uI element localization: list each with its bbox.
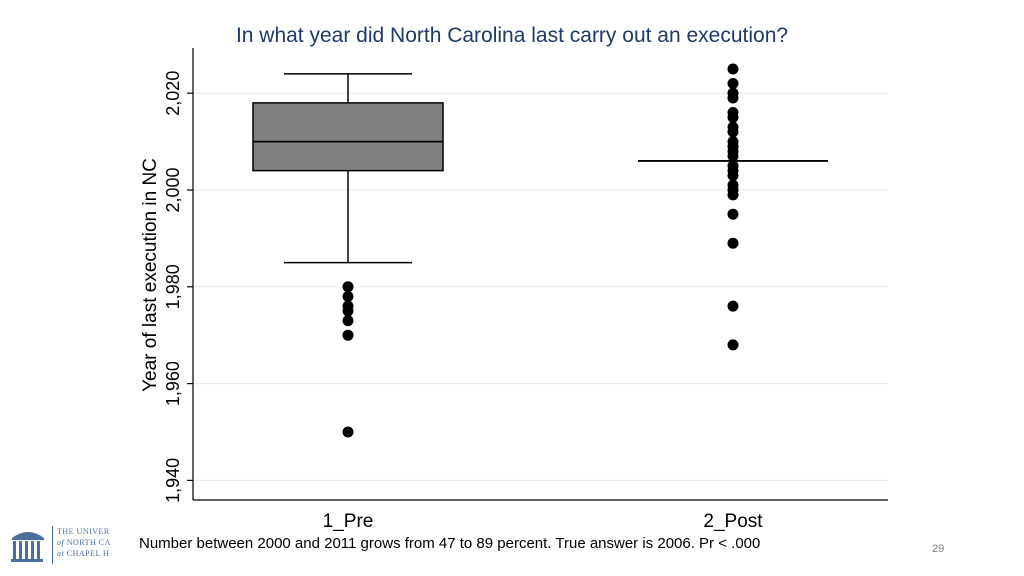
outlier-point [727,126,739,138]
y-tick-label: 1,980 [163,264,183,309]
box-group-1-pre [252,73,444,438]
outlier-point [727,189,739,201]
outlier-point [342,315,354,327]
outlier-point [342,281,354,293]
y-tick-label: 2,020 [163,71,183,116]
axes [187,48,888,501]
logo-line-3: at CHAPEL H [57,549,110,558]
y-tick-labels: 1,940 1,960 1,980 2,000 2,020 [163,71,183,503]
outlier-point [727,169,739,181]
outlier-point [727,63,739,75]
outlier-point [342,290,354,302]
outlier-point [727,111,739,123]
logo-line-1: THE UNIVER [57,527,110,536]
y-axis-label: Year of last execution in NC [140,158,161,392]
outlier-point [342,426,354,438]
page-number: 29 [932,543,945,555]
y-tick-label: 2,000 [163,167,183,212]
old-well-icon [11,532,44,562]
category-label: 1_Pre [323,511,374,532]
y-tick-label: 1,960 [163,361,183,406]
outlier-point [342,305,354,317]
y-tick-label: 1,940 [163,458,183,503]
outlier-point [727,208,739,220]
logo-wordmark: THE UNIVER of NORTH CA at CHAPEL H [57,526,123,559]
category-label: 2_Post [703,511,763,532]
box-group-2-post [638,63,828,351]
outlier-point [342,329,354,341]
logo-divider [52,526,53,564]
grid-lines [193,92,888,481]
outlier-point [727,300,739,312]
iqr-box [252,102,444,172]
outlier-point [727,339,739,351]
university-logo: THE UNIVER of NORTH CA at CHAPEL H [8,526,128,566]
outlier-point [727,78,739,90]
logo-line-2: of NORTH CA [57,538,111,547]
outlier-point [727,237,739,249]
category-labels: 1_Pre 2_Post [323,511,764,532]
outlier-point [727,92,739,104]
chart-title: In what year did North Carolina last car… [236,24,788,47]
boxes [252,63,828,438]
outlier-point [727,150,739,162]
footnote: Number between 2000 and 2011 grows from … [139,535,761,552]
